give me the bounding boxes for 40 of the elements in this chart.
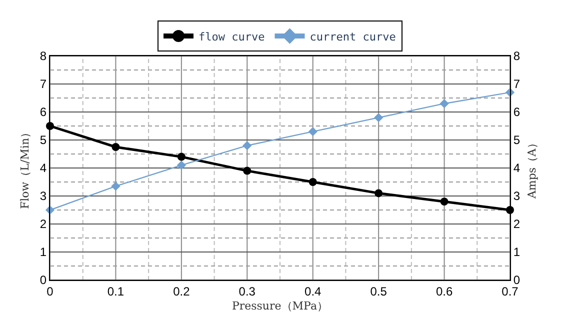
y2-tick-label: 8 bbox=[513, 49, 520, 64]
y2-tick-label: 7 bbox=[513, 77, 520, 92]
point bbox=[374, 113, 384, 122]
y-tick-label: 0 bbox=[40, 273, 47, 288]
legend-label: current curve bbox=[310, 30, 396, 44]
y-tick-label: 6 bbox=[40, 105, 47, 120]
x-tick-label: 0.1 bbox=[107, 284, 124, 298]
y-tick-label: 7 bbox=[40, 77, 47, 92]
point bbox=[243, 166, 252, 175]
y-tick-label: 1 bbox=[40, 245, 47, 260]
y2-tick-label: 1 bbox=[513, 245, 520, 260]
point bbox=[242, 141, 252, 150]
point bbox=[374, 189, 383, 198]
x-axis-title: Pressure（MPa） bbox=[232, 300, 328, 313]
y2-tick-label: 6 bbox=[513, 105, 520, 120]
y2-tick-label: 2 bbox=[513, 217, 520, 232]
y-tick-label: 4 bbox=[40, 161, 47, 176]
x-tick-label: 0.3 bbox=[238, 284, 256, 298]
y-axis-title: Flow（L/Min） bbox=[18, 126, 32, 210]
point bbox=[308, 127, 318, 136]
y2-tick-label: 4 bbox=[513, 161, 520, 176]
x-tick-label: 0.6 bbox=[436, 284, 453, 298]
x-tick-label: 0.5 bbox=[370, 284, 388, 298]
point bbox=[177, 152, 186, 161]
point bbox=[111, 182, 120, 191]
y-tick-label: 8 bbox=[40, 49, 47, 64]
point bbox=[176, 160, 186, 170]
legend-label: flow curve bbox=[198, 30, 265, 44]
x-tick-label: 0.4 bbox=[304, 284, 322, 298]
point bbox=[308, 178, 317, 186]
point bbox=[440, 99, 449, 108]
x-tick-label: 0.2 bbox=[173, 284, 190, 298]
point bbox=[112, 143, 120, 151]
y2-tick-label: 3 bbox=[513, 189, 520, 204]
y-tick-label: 2 bbox=[40, 217, 47, 232]
y-tick-label: 5 bbox=[40, 133, 47, 148]
y2-axis-title: Amps（A） bbox=[526, 137, 539, 200]
y2-tick-label: 5 bbox=[513, 133, 520, 148]
point bbox=[440, 198, 448, 206]
y-tick-label: 3 bbox=[40, 189, 47, 204]
